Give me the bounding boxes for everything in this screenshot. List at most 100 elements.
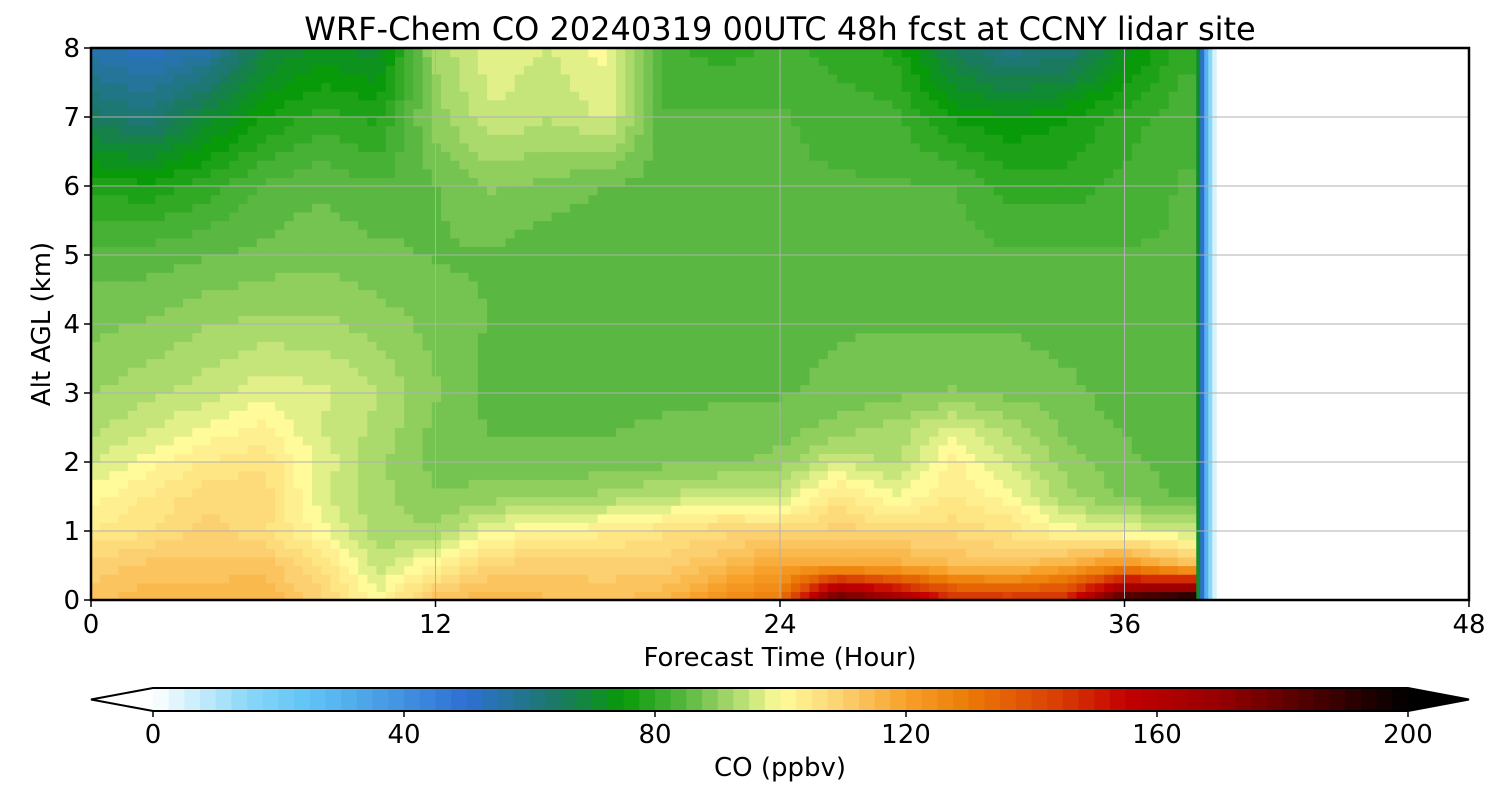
heatmap-cell xyxy=(1076,548,1087,558)
heatmap-cell xyxy=(367,263,378,273)
heatmap-cell xyxy=(1187,375,1197,385)
heatmap-cell xyxy=(1048,427,1059,437)
heatmap-cell xyxy=(579,341,589,351)
heatmap-cell xyxy=(929,539,939,549)
heatmap-cell xyxy=(726,496,737,506)
heatmap-cell xyxy=(993,462,1004,472)
heatmap-cell xyxy=(919,513,930,523)
heatmap-cell xyxy=(569,272,580,282)
heatmap-cell xyxy=(312,556,322,567)
heatmap-cell xyxy=(1021,444,1032,454)
heatmap-cell xyxy=(468,487,479,498)
heatmap-cell xyxy=(698,436,709,446)
heatmap-cell xyxy=(634,298,645,308)
heatmap-cell xyxy=(744,306,755,316)
heatmap-cell xyxy=(118,393,129,403)
heatmap-cell xyxy=(404,496,414,506)
heatmap-cell xyxy=(671,315,682,325)
heatmap-cell xyxy=(496,531,507,541)
heatmap-cell xyxy=(1150,531,1161,541)
heatmap-cell xyxy=(330,574,341,584)
heatmap-cell xyxy=(275,556,286,567)
heatmap-cell xyxy=(394,358,405,368)
heatmap-cell xyxy=(164,487,175,498)
heatmap-cell xyxy=(1168,436,1179,446)
heatmap-cell xyxy=(1002,306,1013,316)
heatmap-cell xyxy=(91,358,101,368)
heatmap-cell xyxy=(1076,272,1087,282)
heatmap-cell xyxy=(1048,479,1059,489)
heatmap-cell xyxy=(1159,418,1170,429)
heatmap-cell xyxy=(487,324,497,334)
heatmap-cell xyxy=(109,263,120,273)
heatmap-cell xyxy=(643,358,654,368)
heatmap-cell xyxy=(763,358,774,368)
heatmap-cell xyxy=(551,470,562,480)
heatmap-cell xyxy=(1085,367,1096,377)
heatmap-cell xyxy=(588,591,599,600)
heatmap-cell xyxy=(1141,556,1151,567)
heatmap-cell xyxy=(781,367,792,377)
heatmap-cell xyxy=(127,591,138,600)
heatmap-cell xyxy=(579,556,589,567)
heatmap-cell xyxy=(643,306,654,316)
heatmap-cell xyxy=(238,479,249,489)
heatmap-cell xyxy=(708,401,718,411)
heatmap-cell xyxy=(1021,487,1032,498)
heatmap-cell xyxy=(966,462,976,472)
heatmap-cell xyxy=(275,280,286,291)
heatmap-cell xyxy=(1048,401,1059,411)
heatmap-cell xyxy=(505,453,516,463)
heatmap-cell xyxy=(1141,505,1151,515)
heatmap-cell xyxy=(137,341,147,351)
heatmap-cell xyxy=(210,539,221,549)
heatmap-cell xyxy=(459,591,470,600)
heatmap-cell xyxy=(505,375,516,385)
heatmap-cell xyxy=(422,306,433,316)
heatmap-cell xyxy=(256,565,267,575)
heatmap-cell xyxy=(468,470,479,480)
heatmap-cell xyxy=(791,539,801,549)
heatmap-cell xyxy=(339,280,350,291)
heatmap-cell xyxy=(579,289,589,299)
heatmap-cell xyxy=(1177,315,1188,325)
heatmap-cell xyxy=(367,332,378,342)
heatmap-cell xyxy=(523,246,534,256)
heatmap-cell xyxy=(394,582,405,592)
heatmap-cell xyxy=(1021,462,1032,472)
heatmap-cell xyxy=(735,418,746,429)
heatmap-cell xyxy=(616,315,626,325)
heatmap-cell xyxy=(1076,349,1087,360)
heatmap-cell xyxy=(468,246,479,256)
heatmap-cell xyxy=(1159,487,1170,498)
heatmap-cell xyxy=(1076,298,1087,308)
heatmap-cell xyxy=(1085,548,1096,558)
heatmap-cell xyxy=(533,306,543,316)
heatmap-cell xyxy=(505,427,516,437)
heatmap-cell xyxy=(293,358,304,368)
heatmap-cell xyxy=(772,324,783,334)
heatmap-cell xyxy=(1113,462,1124,472)
heatmap-cell xyxy=(302,531,313,541)
heatmap-cell xyxy=(873,263,884,273)
heatmap-cell xyxy=(1187,505,1197,515)
heatmap-cell xyxy=(662,565,672,575)
heatmap-cell xyxy=(468,367,479,377)
heatmap-cell xyxy=(109,410,120,420)
heatmap-cell xyxy=(1141,272,1151,282)
heatmap-cell xyxy=(137,453,147,463)
heatmap-cell xyxy=(966,556,976,567)
heatmap-cell xyxy=(1039,574,1050,584)
heatmap-cell xyxy=(772,522,783,532)
heatmap-cell xyxy=(1122,539,1133,549)
heatmap-cell xyxy=(1141,531,1151,541)
heatmap-cell xyxy=(698,341,709,351)
heatmap-cell xyxy=(800,582,811,592)
heatmap-cell xyxy=(312,574,322,584)
heatmap-cell xyxy=(910,401,921,411)
heatmap-cell xyxy=(1030,505,1041,515)
heatmap-cell xyxy=(100,522,111,532)
heatmap-cell xyxy=(1048,332,1059,342)
heatmap-cell xyxy=(837,410,847,420)
heatmap-cell xyxy=(754,513,764,523)
